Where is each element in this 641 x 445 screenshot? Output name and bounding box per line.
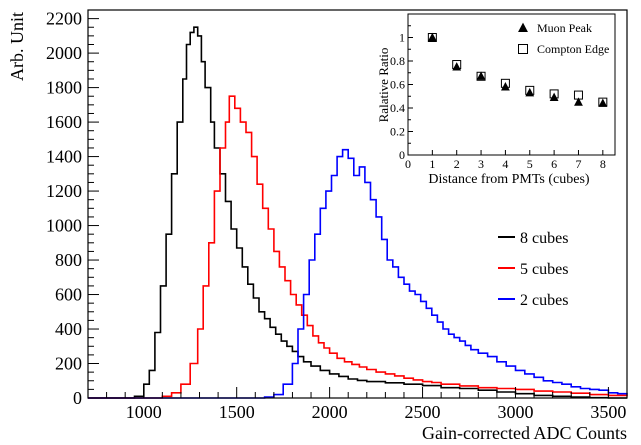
inset-legend-label: Muon Peak [537, 21, 592, 35]
x-tick-label: 1500 [219, 402, 255, 422]
inset-x-tick-label: 5 [527, 157, 533, 171]
compton-edge-marker [427, 33, 437, 42]
x-tick-label: 2000 [312, 402, 348, 422]
muon-peak-marker [549, 92, 559, 102]
legend-label: 2 cubes [520, 292, 568, 309]
x-tick-label: 2500 [405, 402, 441, 422]
series-line-2-cubes [88, 148, 628, 399]
inset-legend-label: Compton Edge [537, 42, 609, 56]
inset-legend: Muon Peak Compton Edge [518, 21, 609, 56]
y-tick-label: 800 [55, 250, 82, 270]
y-tick-label: 2000 [46, 43, 82, 63]
legend-label: 8 cubes [520, 230, 568, 247]
muon-peak-marker [427, 32, 437, 42]
y-tick-label: 200 [55, 354, 82, 374]
inset-y-axis-label: Ralative Ratio [376, 48, 391, 123]
compton-edge-marker [549, 89, 559, 99]
legend-marker-muon-peak [518, 22, 528, 33]
inset-x-tick-label: 7 [575, 157, 581, 171]
y-tick-label: 1600 [46, 112, 82, 132]
legend-label: 5 cubes [520, 261, 568, 278]
x-tick-label: 3000 [497, 402, 533, 422]
series-line-5-cubes [88, 95, 628, 399]
inset-ratio-chart: 0 1 2 3 4 5 6 7 8 0 0.2 0.4 0.6 0.8 1 Muon Peak Compton… [376, 11, 622, 187]
histogram-series-group [88, 26, 628, 399]
inset-x-tick-label: 6 [551, 157, 557, 171]
muon-peak-marker [501, 82, 510, 91]
inset-y-tick-label: 1 [399, 31, 405, 45]
y-tick-label: 1200 [46, 181, 82, 201]
y-tick-label: 1400 [46, 147, 82, 167]
inset-y-tick-label: 0.4 [390, 101, 405, 115]
inset-x-tick-label: 3 [478, 157, 484, 171]
inset-y-tick-label: 0 [399, 148, 405, 162]
x-tick-label: 1000 [126, 402, 162, 422]
compton-edge-marker [525, 85, 535, 95]
inset-y-tick-label: 0.6 [390, 78, 405, 92]
main-legend: 8 cubes 5 cubes 2 cubes [498, 230, 568, 309]
x-tick-label: 3500 [590, 402, 626, 422]
inset-x-tick-label: 1 [429, 157, 435, 171]
compton-edge-marker [598, 97, 608, 107]
inset-x-tick-label: 2 [454, 157, 460, 171]
y-tick-label: 2200 [46, 9, 82, 29]
inset-x-axis-label: Distance from PMTs (cubes) [428, 172, 589, 187]
main-plot-frame [87, 9, 628, 399]
compton-edge-marker [500, 78, 510, 88]
inset-y-tick-label: 0.2 [390, 125, 405, 139]
compton-edge-marker [476, 71, 486, 81]
muon-peak-marker [476, 71, 486, 80]
y-tick-label: 0 [73, 388, 82, 408]
inset-x-tick-label: 8 [600, 157, 606, 171]
inset-x-tick-label: 4 [502, 157, 508, 171]
inset-markers-group [427, 32, 608, 107]
inset-axes: 0 1 2 3 4 5 6 7 8 0 0.2 0.4 0.6 0.8 1 [390, 13, 616, 171]
inset-y-tick-label: 0.8 [390, 54, 405, 68]
muon-peak-marker [574, 97, 583, 106]
y-tick-label: 1000 [46, 216, 82, 236]
main-y-axis-label: Arb. Unit [7, 12, 27, 81]
series-line-8-cubes [88, 26, 627, 399]
y-tick-label: 400 [55, 319, 82, 339]
main-axes: 1000 1500 2000 2500 3000 35000200400600800100… [46, 9, 628, 422]
legend-marker-compton-edge [518, 44, 528, 54]
muon-peak-marker [598, 98, 608, 107]
main-x-axis-label: Gain-corrected ADC Counts [422, 423, 627, 443]
inset-x-tick-label: 0 [405, 157, 411, 171]
y-tick-label: 600 [55, 285, 82, 305]
compton-edge-marker [573, 90, 583, 100]
compton-edge-marker [452, 60, 462, 70]
y-tick-label: 1800 [46, 78, 82, 98]
main-histogram-chart: 1000 1500 2000 2500 3000 35000200400600800100… [7, 9, 628, 443]
